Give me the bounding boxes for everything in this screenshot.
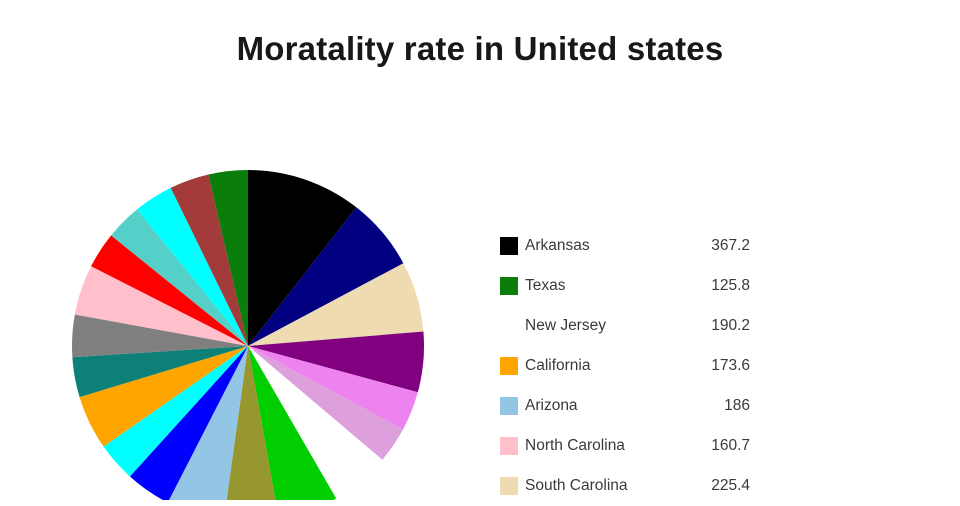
pie-slice[interactable] bbox=[79, 346, 248, 447]
pie-slice[interactable] bbox=[170, 174, 248, 346]
pie-chart bbox=[72, 170, 424, 500]
legend-label: Texas bbox=[525, 277, 566, 294]
legend-value: 160.7 bbox=[711, 437, 750, 454]
legend-label: South Carolina bbox=[525, 477, 628, 494]
legend-item[interactable]: Arizona 186 bbox=[500, 386, 750, 426]
pie-slice[interactable] bbox=[129, 346, 248, 500]
legend-value: 190.2 bbox=[711, 317, 750, 334]
legend-item[interactable]: North Carolina 160.7 bbox=[500, 426, 750, 466]
pie-slice[interactable] bbox=[224, 346, 279, 500]
legend-item[interactable]: Texas 125.8 bbox=[500, 266, 750, 306]
pie-slice[interactable] bbox=[72, 346, 248, 398]
pie-slice[interactable] bbox=[91, 235, 248, 346]
pie-slice[interactable] bbox=[248, 346, 383, 499]
pie-slice[interactable] bbox=[248, 331, 424, 393]
legend-swatch bbox=[500, 277, 518, 295]
legend-swatch bbox=[500, 397, 518, 415]
legend-label: California bbox=[525, 357, 591, 374]
legend-swatch bbox=[500, 437, 518, 455]
pie-slice[interactable] bbox=[111, 209, 248, 346]
legend-swatch bbox=[500, 477, 518, 495]
chart-legend: Arkansas 367.2 Texas 125.8 New Jersey 190.2 Ca… bbox=[500, 226, 750, 506]
legend-item[interactable]: South Carolina 225.4 bbox=[500, 466, 750, 506]
legend-swatch bbox=[500, 237, 518, 255]
legend-swatch bbox=[500, 317, 518, 335]
legend-item[interactable]: New Jersey 190.2 bbox=[500, 306, 750, 346]
pie-slice[interactable] bbox=[72, 314, 248, 358]
legend-value: 125.8 bbox=[711, 277, 750, 294]
pie-slice[interactable] bbox=[248, 346, 418, 430]
legend-label: Arkansas bbox=[525, 237, 590, 254]
pie-slice[interactable] bbox=[208, 170, 248, 346]
legend-item[interactable]: California 173.6 bbox=[500, 346, 750, 386]
pie-slice[interactable] bbox=[248, 170, 357, 346]
pie-slice[interactable] bbox=[74, 266, 248, 346]
legend-label: North Carolina bbox=[525, 437, 625, 454]
pie-slice[interactable] bbox=[248, 346, 337, 500]
legend-label: Arizona bbox=[525, 397, 578, 414]
legend-value: 225.4 bbox=[711, 477, 750, 494]
pie-slice[interactable] bbox=[248, 263, 424, 346]
legend-value: 173.6 bbox=[711, 357, 750, 374]
legend-label: New Jersey bbox=[525, 317, 606, 334]
pie-slice[interactable] bbox=[248, 346, 403, 460]
pie-slice[interactable] bbox=[248, 207, 404, 346]
legend-value: 186 bbox=[724, 397, 750, 414]
legend-item[interactable]: Arkansas 367.2 bbox=[500, 226, 750, 266]
legend-swatch bbox=[500, 357, 518, 375]
chart-title: Moratality rate in United states bbox=[236, 30, 724, 67]
pie-slice[interactable] bbox=[137, 187, 248, 346]
pie-slice[interactable] bbox=[103, 346, 248, 477]
legend-value: 367.2 bbox=[711, 237, 750, 254]
